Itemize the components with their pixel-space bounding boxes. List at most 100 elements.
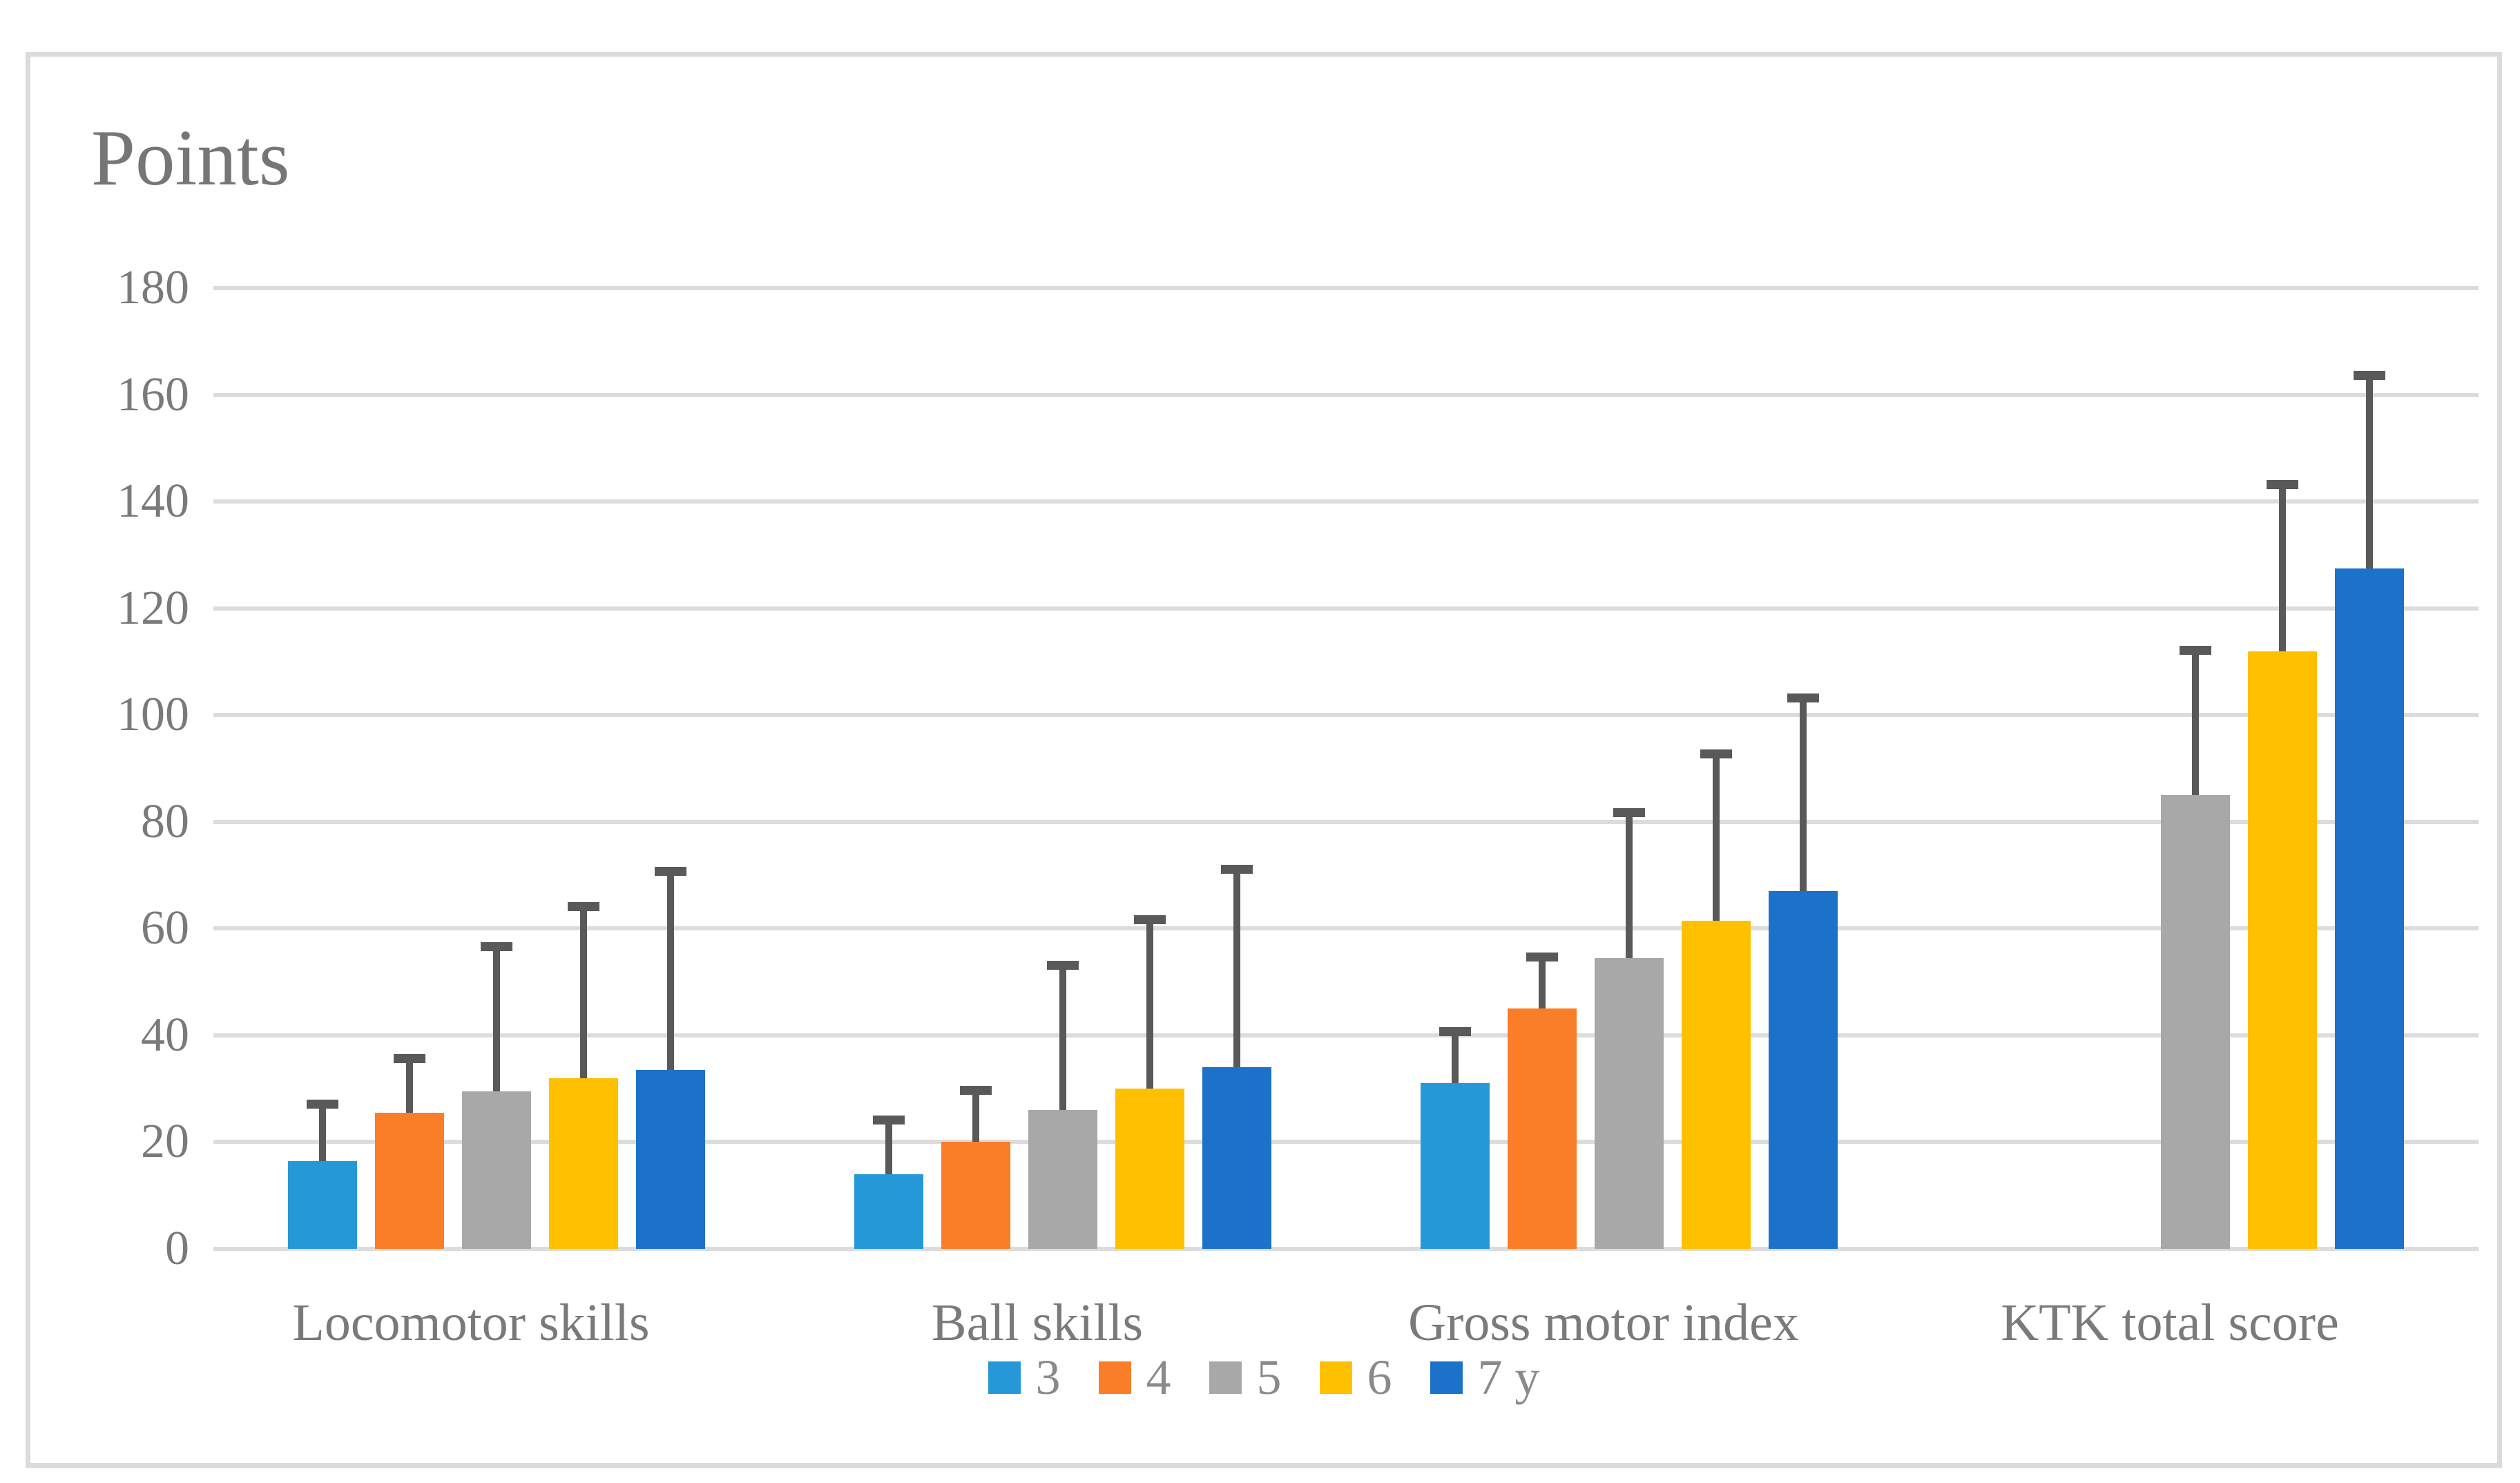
error-whisker-5-gross-motor-index — [1613, 808, 1645, 958]
whisker-line — [1539, 953, 1546, 1009]
y-tick-label-100: 100 — [117, 688, 189, 742]
whisker-line — [580, 901, 587, 1078]
bar-6-ball-skills — [1115, 1089, 1184, 1249]
error-whisker-4-locomotor-skills — [394, 1053, 425, 1113]
plot-area: 0 20 40 60 80 100 120 140 160 180 — [117, 264, 2479, 1273]
legend-item-6: 6 — [1319, 1350, 1392, 1405]
error-whisker-7y-ball-skills — [1221, 864, 1253, 1068]
legend-item-7y: 7 y — [1430, 1352, 1540, 1402]
y-tick-label-120: 120 — [117, 581, 189, 635]
error-whisker-5-ktk-total-score — [2180, 645, 2211, 796]
error-whisker-4-ball-skills — [960, 1086, 992, 1142]
legend-swatch-6 — [1319, 1361, 1352, 1394]
whisker-cap — [568, 901, 599, 911]
bar-5-locomotor-skills — [462, 1091, 531, 1249]
bar-5-gross-motor-index — [1595, 957, 1664, 1249]
x-category-label-ktk-total-score: KTK total score — [2001, 1294, 2339, 1352]
error-whisker-3-gross-motor-index — [1439, 1027, 1471, 1084]
gridline-20 — [213, 1140, 2479, 1145]
whisker-cap — [307, 1099, 338, 1109]
gridline-160 — [213, 392, 2479, 397]
bar-3-ball-skills — [854, 1174, 923, 1249]
gridline-140 — [213, 499, 2479, 504]
gridline-180 — [213, 286, 2479, 290]
error-whisker-6-locomotor-skills — [568, 901, 599, 1078]
y-tick-label-180: 180 — [117, 261, 189, 314]
error-whisker-3-ball-skills — [873, 1115, 905, 1174]
y-tick-label-60: 60 — [141, 901, 189, 955]
whisker-line — [1626, 808, 1633, 958]
chart-title: Points — [91, 114, 290, 202]
gridline-80 — [213, 819, 2479, 824]
whisker-cap — [655, 867, 686, 877]
x-category-label-gross-motor-index: Gross motor index — [1408, 1294, 1799, 1352]
bar-7y-gross-motor-index — [1769, 891, 1838, 1249]
whisker-line — [885, 1115, 892, 1174]
legend-item-5: 5 — [1209, 1352, 1282, 1402]
whisker-cap — [2180, 645, 2211, 655]
whisker-line — [406, 1053, 413, 1113]
gridline-0 — [213, 1247, 2479, 1251]
whisker-line — [1713, 749, 1720, 921]
whisker-line — [2279, 480, 2286, 651]
whisker-cap — [873, 1115, 905, 1125]
y-tick-label-140: 140 — [117, 475, 189, 528]
legend-item-4: 4 — [1098, 1350, 1171, 1405]
legend-swatch-3 — [988, 1361, 1021, 1394]
legend-label-7y: 7 y — [1477, 1350, 1540, 1405]
gridline-40 — [213, 1033, 2479, 1037]
legend-label-5: 5 — [1256, 1350, 1282, 1405]
chart-frame: Points 0 20 40 60 80 100 120 140 160 180 Locomoto… — [26, 52, 2502, 1468]
y-tick-label-20: 20 — [141, 1115, 189, 1169]
error-whisker-7y-ktk-total-score — [2354, 370, 2385, 568]
whisker-cap — [1047, 960, 1079, 970]
error-whisker-5-ball-skills — [1047, 960, 1079, 1111]
bar-4-gross-motor-index — [1508, 1008, 1577, 1249]
gridline-60 — [213, 926, 2479, 931]
whisker-cap — [1526, 953, 1558, 962]
error-whisker-6-ktk-total-score — [2267, 480, 2298, 651]
bar-4-ball-skills — [941, 1142, 1010, 1249]
error-whisker-3-locomotor-skills — [307, 1099, 338, 1161]
whisker-line — [493, 941, 500, 1092]
whisker-line — [1059, 960, 1066, 1111]
error-whisker-6-gross-motor-index — [1700, 749, 1732, 921]
whisker-cap — [1134, 915, 1166, 925]
error-whisker-7y-locomotor-skills — [655, 867, 686, 1071]
bar-3-gross-motor-index — [1421, 1083, 1490, 1249]
bar-4-locomotor-skills — [375, 1112, 444, 1249]
whisker-line — [972, 1086, 979, 1142]
legend-label-4: 4 — [1146, 1350, 1171, 1405]
gridline-100 — [213, 713, 2479, 718]
whisker-cap — [2267, 480, 2298, 490]
bar-5-ball-skills — [1028, 1110, 1097, 1249]
whisker-line — [1233, 864, 1240, 1068]
x-category-label-locomotor-skills: Locomotor skills — [292, 1294, 650, 1352]
y-tick-label-160: 160 — [117, 367, 189, 421]
bar-3-locomotor-skills — [288, 1160, 357, 1249]
error-whisker-4-gross-motor-index — [1526, 953, 1558, 1009]
whisker-line — [2366, 370, 2373, 568]
bar-6-gross-motor-index — [1682, 920, 1751, 1249]
bar-7y-ktk-total-score — [2335, 568, 2404, 1249]
legend-item-3: 3 — [988, 1352, 1061, 1402]
whisker-line — [1146, 915, 1153, 1089]
error-whisker-5-locomotor-skills — [481, 941, 512, 1092]
legend-label-3: 3 — [1035, 1350, 1061, 1405]
whisker-cap — [481, 941, 512, 951]
y-tick-label-80: 80 — [141, 794, 189, 848]
legend: 3 4 5 6 7 y — [26, 1352, 2502, 1402]
legend-label-6: 6 — [1367, 1350, 1392, 1405]
legend-swatch-4 — [1098, 1361, 1131, 1394]
whisker-cap — [1700, 749, 1732, 759]
whisker-cap — [1613, 808, 1645, 818]
whisker-line — [319, 1099, 326, 1161]
whisker-line — [2192, 645, 2199, 796]
error-whisker-7y-gross-motor-index — [1787, 693, 1819, 892]
y-tick-label-0: 0 — [165, 1222, 189, 1275]
error-whisker-6-ball-skills — [1134, 915, 1166, 1089]
bar-7y-locomotor-skills — [636, 1070, 705, 1249]
whisker-cap — [394, 1053, 425, 1063]
whisker-cap — [1787, 693, 1819, 703]
whisker-line — [1800, 693, 1807, 892]
